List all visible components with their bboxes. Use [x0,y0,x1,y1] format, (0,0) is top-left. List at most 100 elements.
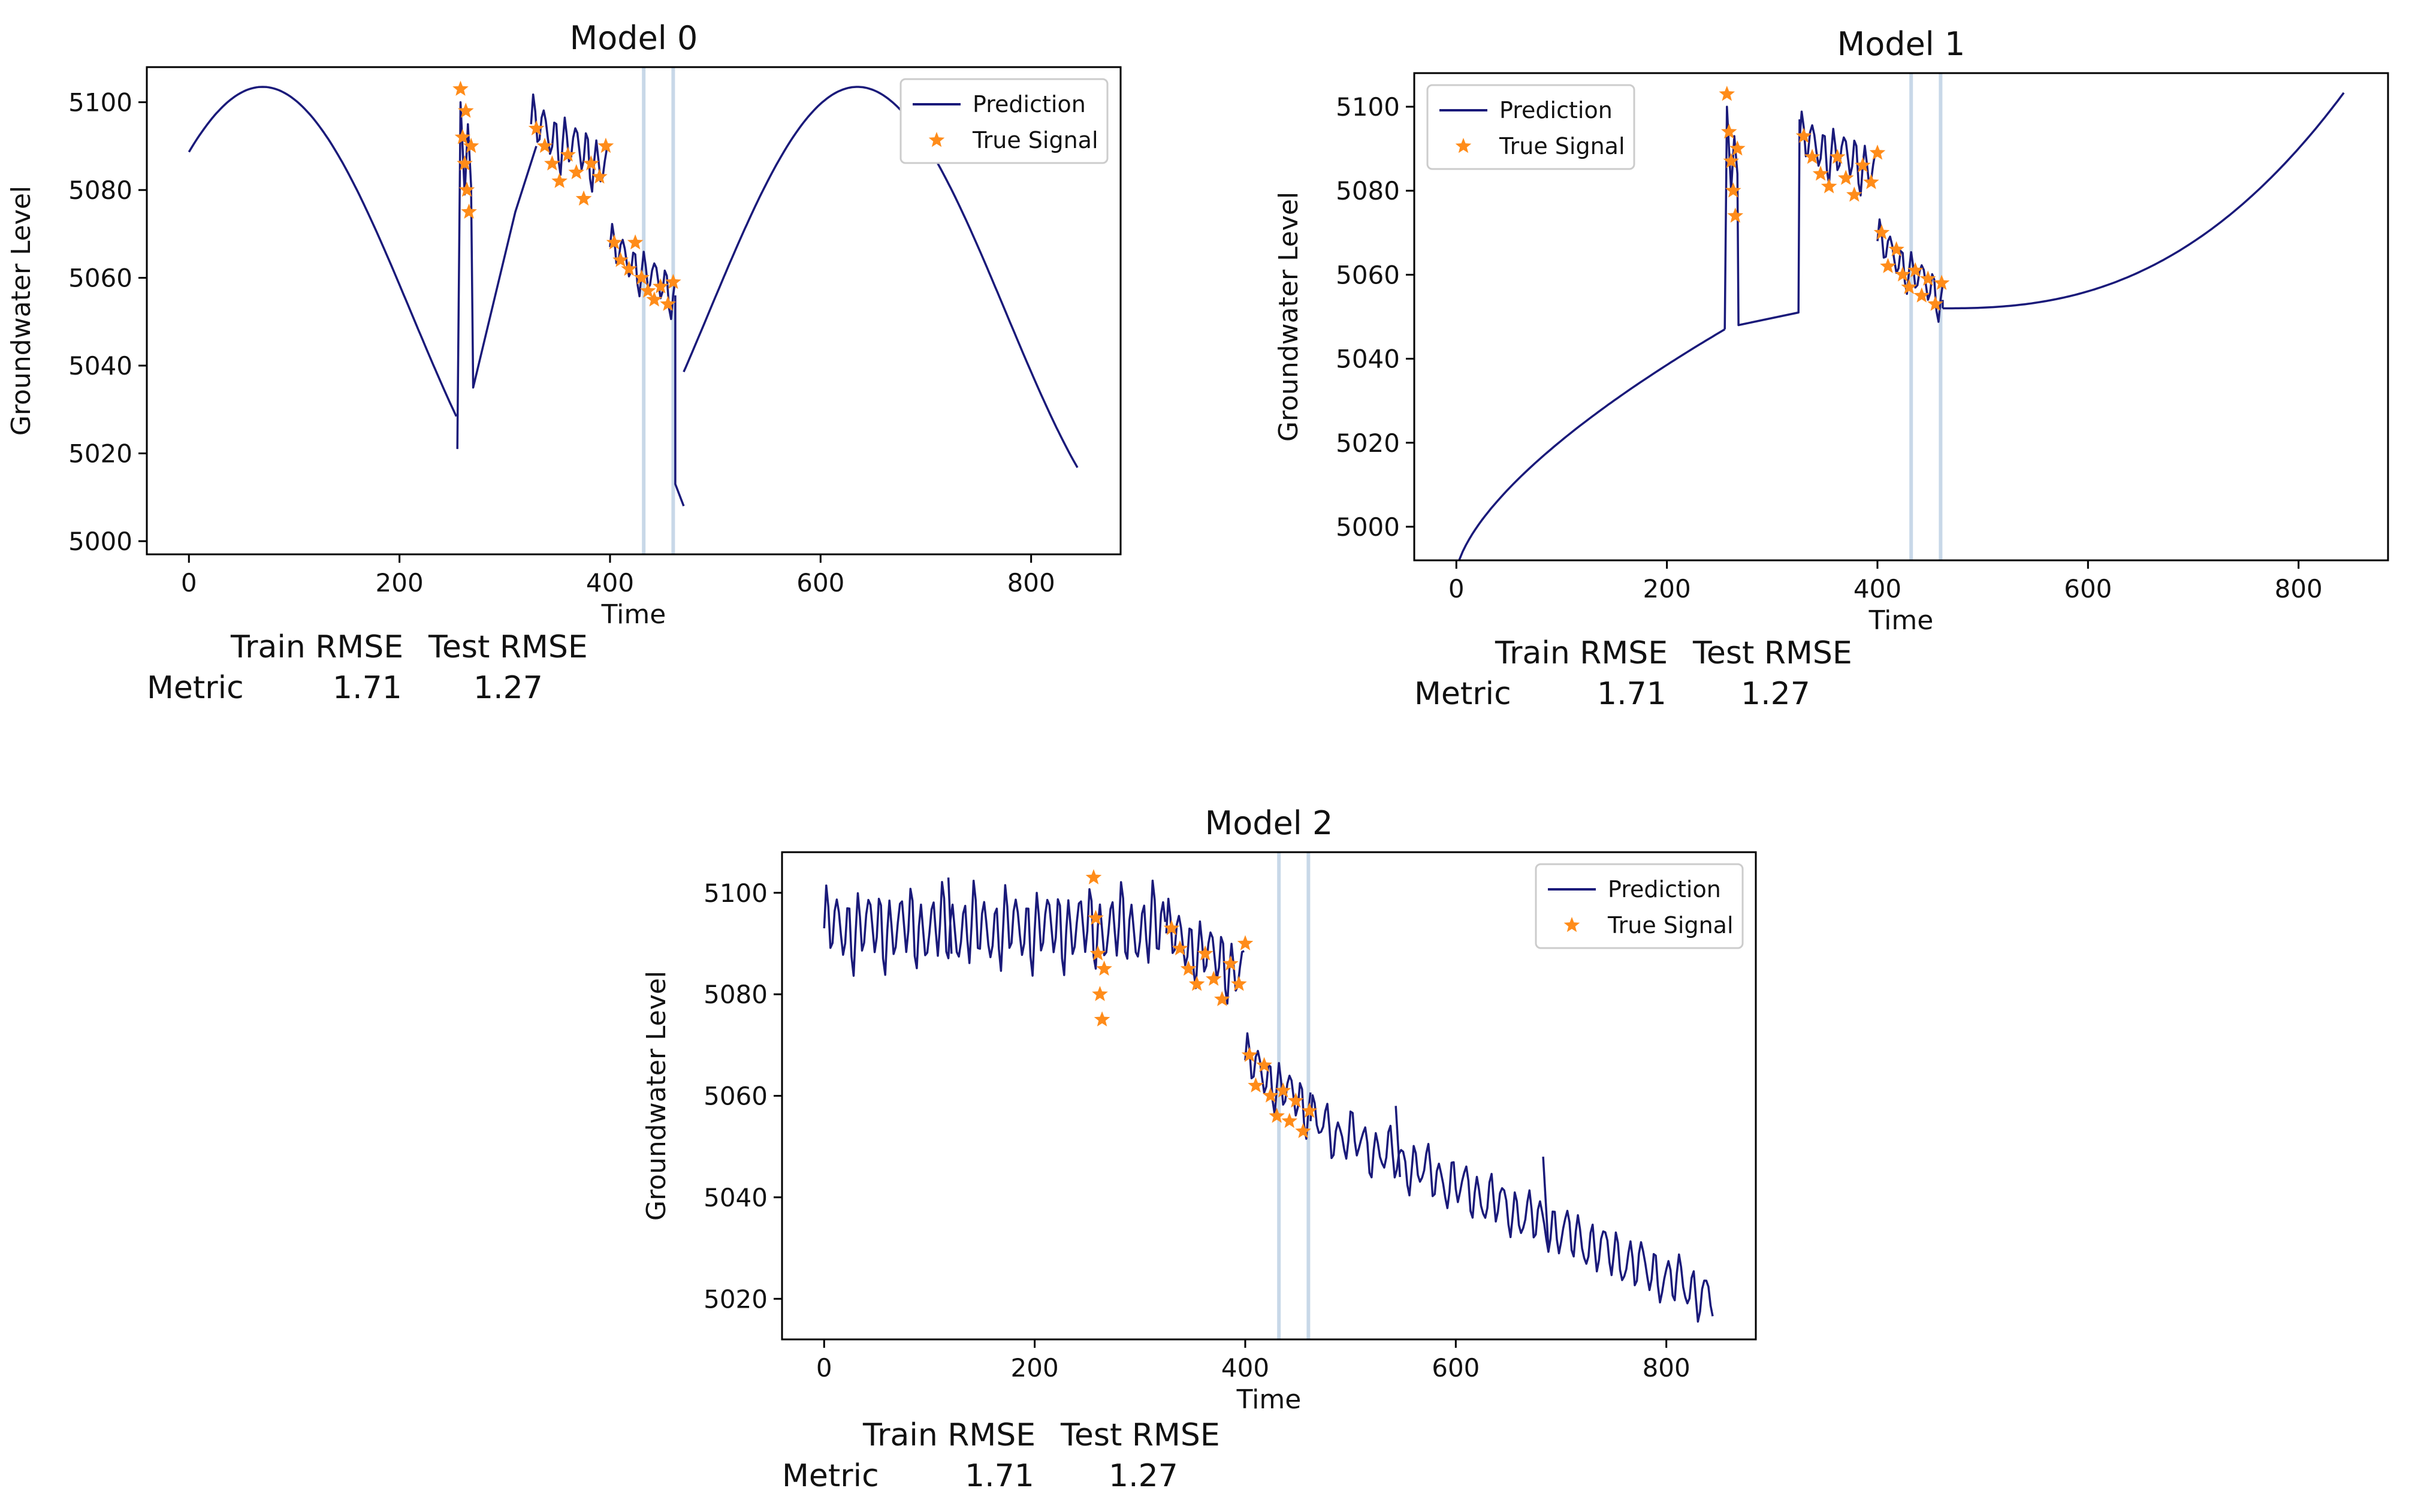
metric-header-test: Test RMSE [1693,635,1852,671]
chart-panel-model-0: Model 0 0 200 400 600 800 5000 5020 5040 5060 5080… [0,0,1199,731]
chart-panel-model-1: Model 1 0 200 400 600 800 5000 5020 5040 5060 5080… [1273,0,2412,731]
true-signal-point [1913,287,1930,303]
metric-header-train: Train RMSE [231,629,404,665]
true-signal-point [1248,1077,1264,1092]
prediction-line [1309,1094,1714,1323]
true-signal-point [1719,86,1735,101]
chart-model-1: Model 1 0 200 400 600 800 5000 5020 5040 5060 5080… [1273,25,2389,636]
y-tick-label: 5040 [68,351,132,381]
prediction-line [609,222,677,321]
plot-area [823,869,1714,1323]
true-signal-point [583,155,599,171]
x-tick-label: 400 [586,568,634,597]
true-signal-point [1725,182,1741,198]
x-tick-label: 0 [816,1353,832,1383]
metric-value-test: 1.27 [473,670,543,706]
axes-frame [1413,72,2389,562]
true-signal-point [1729,140,1746,156]
true-signal-point [457,155,473,171]
true-signal-point [1804,149,1821,164]
x-tick-label: 0 [181,568,197,597]
y-tick-label: 5080 [68,176,132,205]
chart-title: Model 1 [1837,25,1966,63]
chart-model-0: Model 0 0 200 400 600 800 5000 5020 5040 5060 5080… [6,19,1122,630]
true-signal-point [1288,1092,1304,1108]
chart-title: Model 2 [1205,804,1333,842]
metric-value-train: 1.71 [333,670,402,706]
metric-row-label: Metric [1414,676,1511,712]
chart-title: Model 0 [570,19,698,57]
true-signal-point [1855,157,1871,173]
true-signal-point [1231,976,1247,991]
true-signal-point [1846,186,1862,202]
true-signal-point [454,129,471,144]
prediction-line [1798,110,1878,197]
prediction-line [683,86,1079,469]
prediction-line [1942,92,2345,310]
true-signal-point [536,137,553,153]
y-tick-label: 5100 [704,879,768,908]
true-signal-point [1880,258,1896,273]
prediction-line [188,86,458,417]
true-signal-point [1222,955,1239,971]
true-signal-point [1237,935,1254,950]
x-tick-label: 200 [376,568,424,597]
true-signal-point [606,234,623,250]
metric-value-test: 1.27 [1109,1458,1178,1494]
true-signal-point [665,273,681,289]
true-signal-point [568,164,585,180]
legend-true-signal-swatch [1455,138,1472,153]
prediction-line [823,879,1167,977]
true-signal-point [1256,1057,1272,1072]
prediction-line [1394,1106,1401,1178]
y-tick-label: 5000 [1336,512,1400,542]
y-tick-label: 5080 [704,980,768,1009]
legend-prediction-label: Prediction [973,91,1086,117]
true-signal-point [1829,149,1846,164]
true-signal-point [1727,207,1744,223]
legend-box [1535,863,1744,949]
true-signal-point [1096,960,1112,976]
legend: Prediction True Signal [899,78,1109,164]
legend-true-signal-swatch [1563,917,1580,932]
y-axis-label: Groundwater Level [6,186,37,436]
true-signal-point [1795,128,1812,143]
prediction-line [1542,1156,1550,1248]
true-signal-point [1241,1046,1258,1063]
metric-value-train: 1.71 [965,1458,1034,1494]
true-signal-point [1901,279,1917,294]
legend-prediction-label: Prediction [1499,97,1613,123]
y-tick-label: 5020 [704,1284,768,1314]
axes-frame [146,66,1122,556]
true-signal-point [528,120,545,135]
true-signal-point [1888,241,1904,256]
true-signal-point [575,190,592,206]
true-signal-point [461,203,477,219]
x-tick-label: 400 [1221,1353,1269,1383]
x-tick-label: 200 [1011,1353,1059,1383]
metric-header-train: Train RMSE [863,1417,1036,1453]
y-axis-label: Groundwater Level [641,971,672,1221]
y-tick-label: 5060 [68,264,132,293]
true-signal-point [1085,869,1102,885]
legend-true-signal-label: True Signal [1499,133,1625,159]
plot-area [1458,86,2345,560]
true-signal-point [1180,960,1197,976]
legend-box [1426,84,1635,170]
y-tick-label: 5100 [1336,92,1400,122]
true-signal-point [1295,1122,1311,1139]
true-signal-point [633,269,650,285]
metric-header-test: Test RMSE [428,629,588,665]
chart-model-2: Model 2 0 200 400 600 800 5020 5040 5060 5080 5100… [641,804,1757,1415]
true-signal-point [612,252,629,267]
legend: Prediction True Signal [1426,84,1635,170]
true-signal-point [1920,270,1936,286]
prediction-line [674,295,685,507]
x-tick-label: 800 [1007,568,1055,597]
true-signal-point [1163,920,1180,935]
prediction-line [456,101,538,449]
prediction-line [1244,1032,1312,1140]
true-signal-point [544,155,560,171]
true-signal-point [1838,170,1854,185]
prediction-line [1723,105,1801,330]
